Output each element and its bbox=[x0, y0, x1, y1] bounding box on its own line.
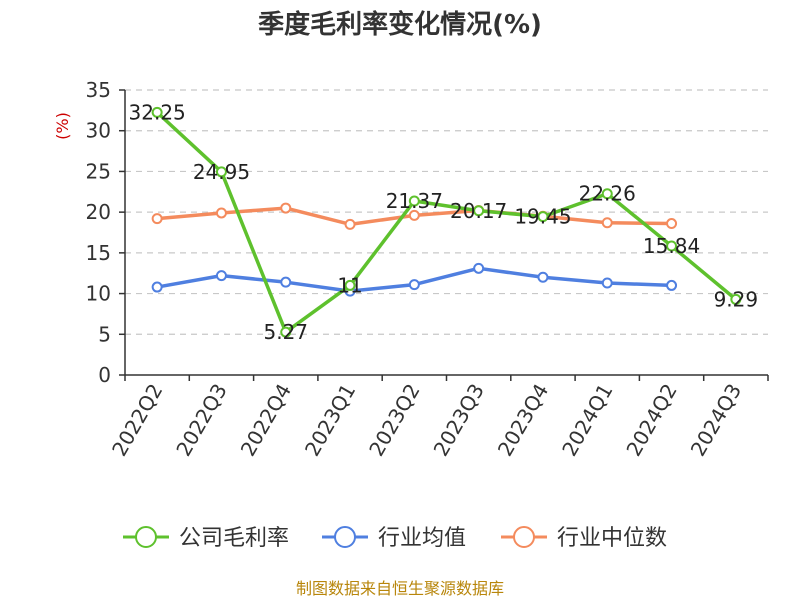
series-point bbox=[473, 205, 485, 217]
series-line bbox=[155, 110, 738, 334]
series-point bbox=[151, 281, 163, 293]
series-point bbox=[730, 293, 742, 305]
legend-item: 公司毛利率 bbox=[123, 526, 289, 551]
series-point bbox=[151, 213, 163, 225]
y-tick-label: 0 bbox=[98, 363, 111, 387]
series-point bbox=[601, 188, 613, 200]
x-tick-label: 2023Q4 bbox=[493, 380, 553, 461]
legend: 公司毛利率 行业均值 行业中位数 bbox=[123, 526, 667, 551]
series-point bbox=[666, 218, 678, 230]
chart-title: 季度毛利率变化情况(%) bbox=[258, 9, 542, 40]
series-point bbox=[215, 207, 227, 219]
series-point bbox=[601, 217, 613, 229]
x-tick-label: 2024Q3 bbox=[686, 380, 746, 461]
series-point bbox=[666, 240, 678, 252]
legend-swatch-marker bbox=[135, 526, 157, 548]
data-label: 24.95 bbox=[193, 160, 250, 184]
legend-swatch-marker bbox=[513, 526, 535, 548]
x-tick-label: 2022Q2 bbox=[107, 380, 167, 461]
series-point bbox=[537, 211, 549, 223]
legend-label: 行业均值 bbox=[378, 526, 466, 551]
x-tick-label: 2023Q3 bbox=[429, 380, 489, 461]
y-tick-label: 35 bbox=[86, 78, 111, 102]
data-label: 32.25 bbox=[129, 100, 186, 124]
data-label: 19.45 bbox=[514, 205, 571, 229]
x-tick-label: 2024Q2 bbox=[621, 380, 681, 461]
series-point bbox=[344, 218, 356, 230]
y-tick-label: 10 bbox=[86, 282, 111, 306]
series-point bbox=[666, 279, 678, 291]
legend-label: 行业中位数 bbox=[557, 526, 667, 551]
series-point bbox=[537, 271, 549, 283]
series-point bbox=[215, 270, 227, 282]
series-point bbox=[408, 195, 420, 207]
x-tick-label: 2022Q3 bbox=[171, 380, 231, 461]
data-label: 20.17 bbox=[450, 199, 507, 223]
data-label: 5.27 bbox=[263, 320, 308, 344]
series-point bbox=[151, 106, 163, 118]
y-tick-label: 30 bbox=[86, 119, 111, 143]
source-note: 制图数据来自恒生聚源数据库 bbox=[296, 579, 504, 598]
data-label-layer: 32.25 24.95 5.27 11 21.37 20.17 19.45 22.26 15.8… bbox=[129, 100, 759, 344]
series-point bbox=[280, 326, 292, 338]
legend-label: 公司毛利率 bbox=[179, 526, 289, 551]
legend-swatch-marker bbox=[334, 526, 356, 548]
series-point bbox=[473, 262, 485, 274]
x-tick-label: 2023Q2 bbox=[364, 380, 424, 461]
data-label: 9.29 bbox=[714, 287, 759, 311]
series-point bbox=[408, 279, 420, 291]
series-point bbox=[344, 279, 356, 291]
x-tick-label: 2022Q4 bbox=[236, 380, 296, 461]
data-label: 21.37 bbox=[386, 189, 443, 213]
series-point bbox=[215, 166, 227, 178]
data-label: 15.84 bbox=[643, 234, 700, 258]
y-tick-label: 25 bbox=[86, 159, 111, 183]
series-point bbox=[408, 209, 420, 221]
x-tick-label: 2023Q1 bbox=[300, 380, 360, 461]
data-label: 22.26 bbox=[579, 182, 636, 206]
x-tick-label: 2024Q1 bbox=[557, 380, 617, 461]
data-label: 11 bbox=[337, 273, 362, 297]
y-tick-label: 5 bbox=[98, 322, 111, 346]
legend-item: 行业均值 bbox=[322, 526, 466, 551]
series-point bbox=[601, 277, 613, 289]
series-layer bbox=[151, 106, 742, 338]
y-tick-label: 15 bbox=[86, 241, 111, 265]
series-point bbox=[280, 202, 292, 214]
y-tick-label: 20 bbox=[86, 200, 111, 224]
legend-item: 行业中位数 bbox=[501, 526, 667, 551]
series-point bbox=[280, 276, 292, 288]
y-axis-label: (%) bbox=[53, 112, 72, 140]
